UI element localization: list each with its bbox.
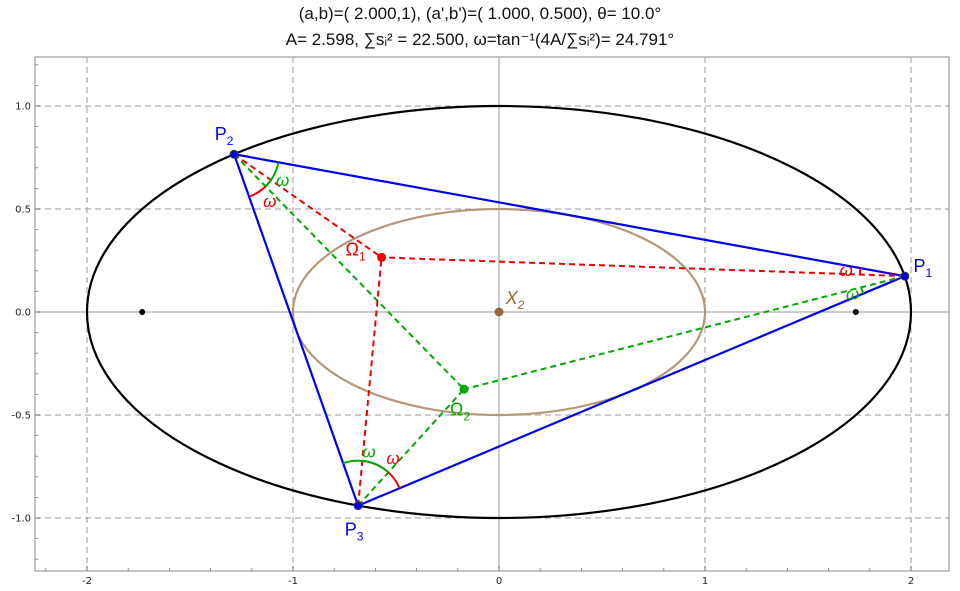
brocard-line-omega1-p1	[381, 256, 905, 278]
brocard-label-omega1: Ω1	[346, 239, 366, 263]
omega-label-green-p2: ω	[276, 171, 289, 190]
omega-arc-green-p3	[342, 459, 390, 474]
ellipses	[85, 104, 913, 520]
y-tick-label: -1.0	[11, 514, 31, 525]
vertex-label-p2: P2	[215, 124, 234, 148]
vertex-label-p3: P3	[345, 520, 364, 544]
omega-label-red-p2: ω	[263, 192, 276, 211]
y-tick-label: -0.5	[11, 411, 31, 422]
tick-labels: -2 -1 0 1 2 -1.0 -0.5 0.0 0.5 1.0	[11, 64, 914, 587]
inner-ellipse	[291, 207, 707, 417]
chart-title-line-1: (a,b)=( 2.000,1), (a',b')=( 1.000, 0.500…	[298, 4, 662, 23]
brocard-line-omega1-p2	[233, 153, 383, 259]
omega-label-green-p3: ω	[362, 443, 375, 462]
x-tick-label: 0	[496, 576, 502, 587]
x-tick-label: -1	[288, 576, 298, 587]
y-tick-label: 0.5	[15, 205, 31, 216]
vertex-point-p2	[229, 149, 239, 159]
brocard-point-omega1	[377, 252, 387, 262]
x-tick-label: 2	[908, 576, 914, 587]
plot-frame	[34, 56, 950, 572]
y-tick-label: 1.0	[15, 102, 31, 113]
vertex-point-p3	[353, 501, 363, 511]
chart-title-line-2: A= 2.598, ∑sᵢ² = 22.500, ω=tan⁻¹(4A/∑sᵢ²…	[285, 30, 675, 49]
brocard-lines	[233, 153, 906, 507]
triangle	[232, 152, 909, 508]
vertex-label-p1: P1	[913, 256, 932, 280]
brocard-line-omega2-p2	[233, 153, 465, 390]
omega-label-green-p1: ω	[846, 285, 859, 304]
brocard-line-omega2-p1	[463, 275, 906, 391]
center-label-x2: X2	[505, 288, 525, 312]
focus-point	[852, 309, 859, 315]
omega-arc-green-p1	[860, 287, 865, 294]
points	[139, 149, 910, 511]
y-tick-label: 0.0	[15, 308, 31, 319]
omega-arc-red-p1	[858, 267, 862, 275]
outer-ellipse	[85, 104, 913, 520]
x-tick-label: 1	[702, 576, 708, 587]
brocard-point-omega2	[459, 384, 469, 394]
vertex-point-p1	[900, 271, 910, 281]
brocard-line-omega1-p3	[357, 257, 383, 506]
center-point-x2	[494, 307, 504, 317]
triangle-sides	[232, 152, 909, 508]
focus-point	[139, 309, 146, 315]
omega-label-red-p1: ω	[840, 261, 853, 280]
omega-label-red-p3: ω	[386, 449, 399, 468]
omega-arc-green-p2	[264, 162, 280, 188]
brocard-label-omega2: Ω2	[450, 399, 470, 423]
x-tick-label: -2	[82, 576, 92, 587]
brocard-line-omega2-p3	[357, 388, 465, 507]
grid	[35, 57, 949, 571]
